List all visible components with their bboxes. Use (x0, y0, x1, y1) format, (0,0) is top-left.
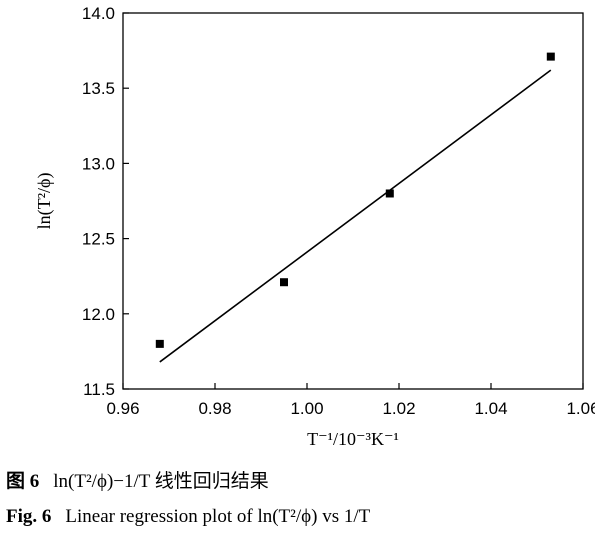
caption-cn-label: 图 6 (6, 471, 40, 492)
y-tick-label: 14.0 (82, 4, 115, 23)
y-tick-label: 13.5 (82, 79, 115, 98)
x-tick-label: 1.04 (474, 399, 507, 418)
data-point (280, 278, 288, 287)
x-tick-label: 0.98 (198, 399, 231, 418)
chart: 0.96 0.98 1.00 1.02 1.04 1.06 11.5 12.0 12.5 13.… (34, 4, 595, 449)
x-tick-label: 1.02 (382, 399, 415, 418)
y-tick-label: 11.5 (83, 380, 115, 399)
data-point (155, 339, 164, 348)
x-tick-label: 0.96 (106, 399, 139, 418)
data-point (385, 189, 394, 198)
x-tick-label: 1.06 (566, 399, 595, 418)
y-axis-ticks: 11.5 12.0 12.5 13.0 13.5 14.0 (82, 4, 129, 399)
y-tick-label: 12.5 (82, 230, 115, 249)
caption-cn-text: ln(T²/ϕ)−1/T 线性回归结果 (53, 471, 269, 492)
x-axis-label: T⁻¹/10⁻³K⁻¹ (307, 429, 399, 449)
regression-line (159, 69, 552, 363)
y-tick-label: 12.0 (82, 305, 115, 324)
figure-caption-english: Fig. 6 Linear regression plot of ln(T²/ϕ)… (6, 506, 370, 528)
regression-line-path (159, 69, 552, 363)
data-point (546, 52, 555, 61)
plot-frame (122, 12, 584, 390)
x-tick-label: 1.00 (290, 399, 323, 418)
y-tick-label: 13.0 (82, 154, 115, 173)
figure-caption-chinese: 图 6 ln(T²/ϕ)−1/T 线性回归结果 (6, 466, 269, 493)
caption-en-label: Fig. 6 (6, 506, 52, 527)
y-axis-label: ln(T²/ϕ) (34, 173, 55, 230)
data-points (155, 52, 555, 348)
caption-en-text: Linear regression plot of ln(T²/ϕ) vs 1/… (65, 506, 371, 527)
x-axis-ticks: 0.96 0.98 1.00 1.02 1.04 1.06 (106, 383, 595, 418)
